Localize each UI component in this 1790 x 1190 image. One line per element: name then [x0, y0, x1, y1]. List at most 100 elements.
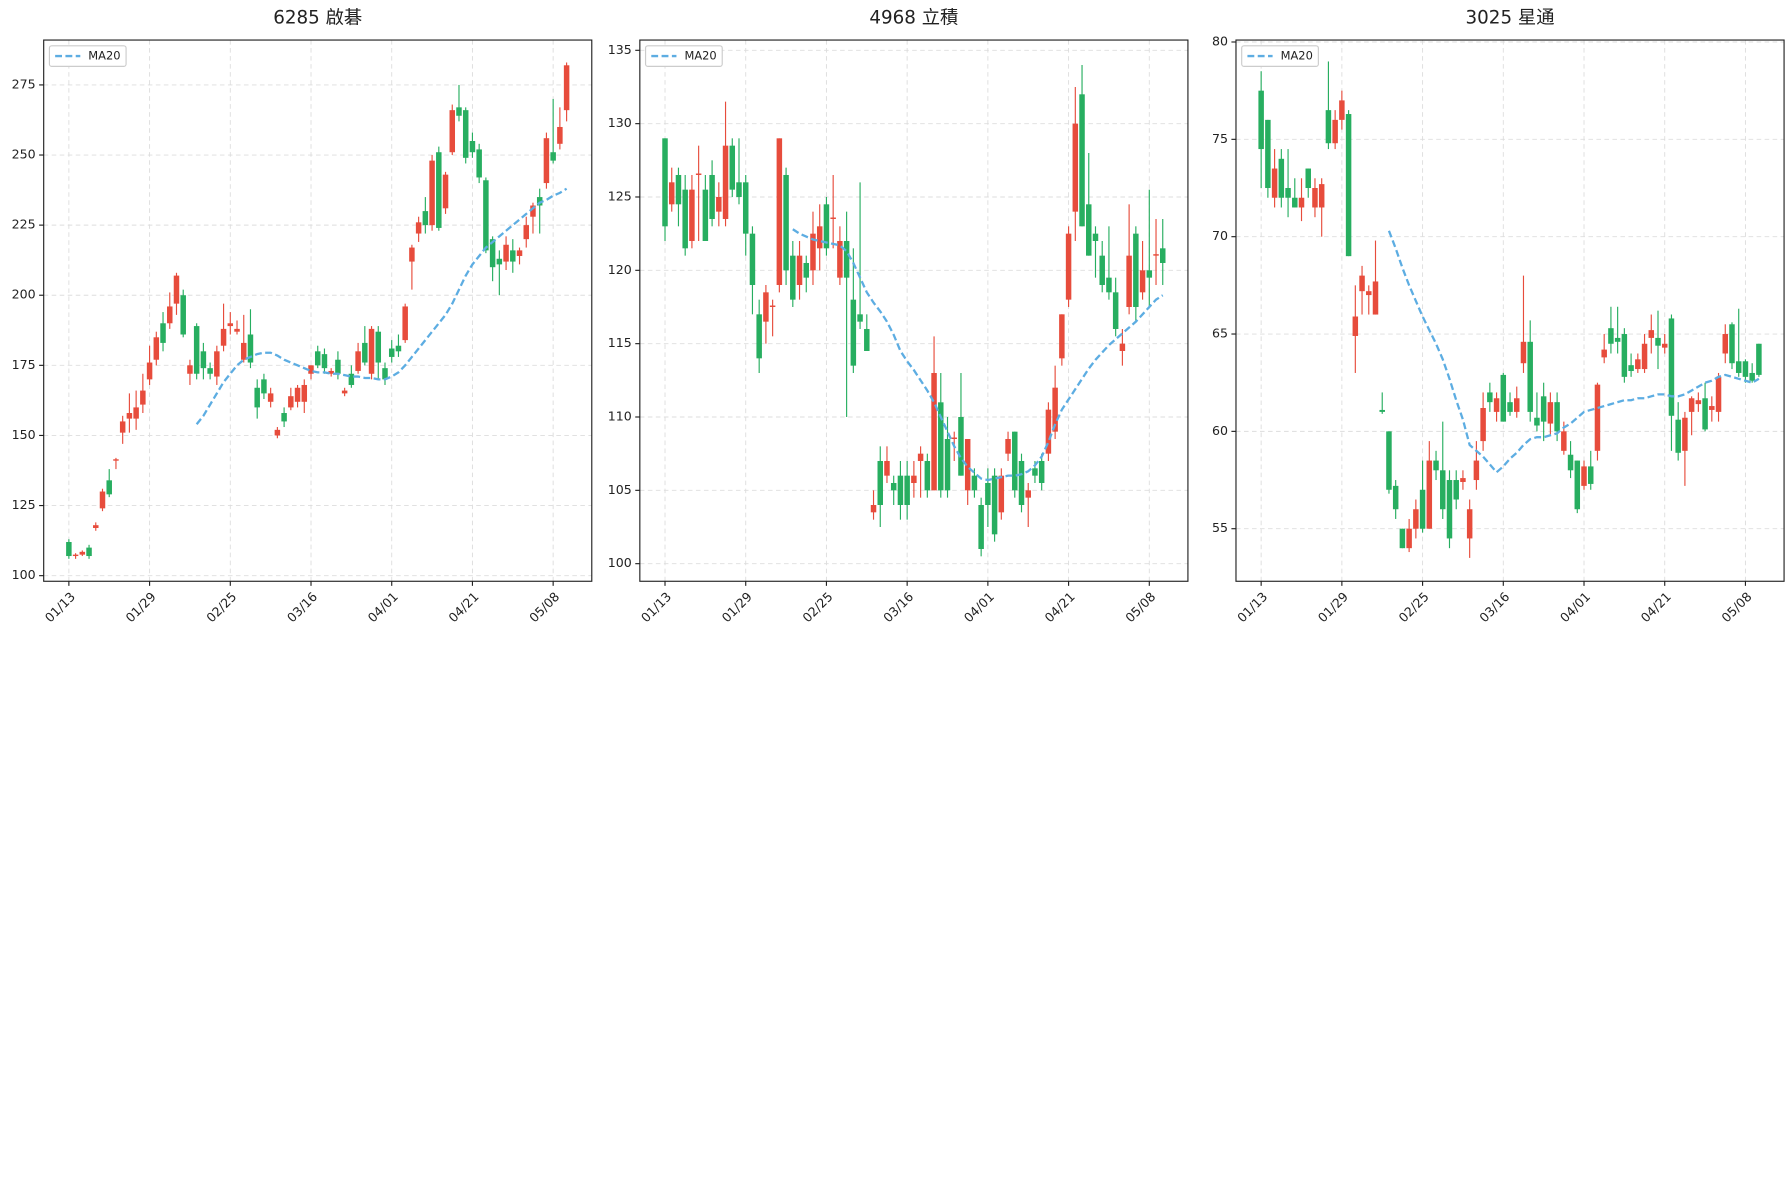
legend-box [644, 45, 723, 67]
candle-body [1493, 398, 1500, 412]
candle-body [668, 182, 675, 205]
candle-body [247, 334, 254, 363]
candle-body [1614, 337, 1621, 342]
candle-body [415, 222, 422, 234]
candle-body [348, 373, 355, 385]
y-tick-label: 75 [1212, 131, 1228, 146]
candle-body [449, 110, 456, 153]
candle-body [978, 504, 984, 550]
candle-body [776, 138, 783, 285]
candle-body [368, 328, 375, 374]
candle-body [1332, 119, 1338, 144]
candle-body [140, 390, 146, 405]
candle-body [1292, 197, 1298, 208]
candle-body [1399, 528, 1406, 549]
legend-text: MA20 [88, 49, 120, 63]
candle-body [1520, 341, 1527, 364]
candle-body [1413, 509, 1419, 529]
candle-body [126, 413, 133, 419]
candle-body [985, 482, 991, 505]
candle-body [938, 402, 944, 491]
x-tick-label: 04/01 [365, 589, 401, 625]
y-tick-label: 200 [12, 287, 36, 302]
candle-body [675, 174, 682, 205]
x-tick-label: 04/21 [1042, 589, 1078, 625]
candle-body [1446, 480, 1453, 539]
y-tick-label: 120 [608, 262, 632, 277]
y-tick-label: 60 [1212, 423, 1228, 438]
x-tick-label: 01/13 [42, 589, 78, 625]
y-tick-label: 250 [12, 147, 36, 162]
candle-body [483, 180, 489, 251]
x-tick-label: 05/08 [1122, 589, 1158, 625]
candle-body [1112, 292, 1119, 329]
candle-body [180, 295, 186, 335]
candle-body [830, 217, 836, 219]
candle-body [261, 379, 267, 394]
y-tick-label: 115 [608, 335, 632, 350]
x-tick-label: 02/25 [799, 589, 835, 625]
candle-body [1440, 470, 1446, 510]
candle-body [119, 421, 126, 433]
y-tick-label: 100 [12, 567, 36, 582]
candle-body [1540, 396, 1547, 422]
candle-body [709, 174, 715, 219]
y-tick-label: 135 [608, 42, 632, 57]
candle-body [1065, 233, 1072, 300]
candle-body [1514, 398, 1520, 412]
candle-body [864, 328, 870, 351]
candle-body [803, 262, 810, 278]
candle-body [1271, 168, 1278, 198]
candle-body [1298, 197, 1305, 208]
candle-body [308, 365, 314, 374]
candle-body [1668, 318, 1675, 416]
candle-body [662, 138, 668, 227]
candle-body [1258, 90, 1264, 150]
candle-body [1729, 324, 1735, 364]
candle-body [1682, 417, 1688, 451]
candle-body [241, 342, 247, 360]
candle-body [1379, 409, 1385, 412]
candle-body [1032, 468, 1038, 476]
candle-body [736, 182, 742, 197]
candle-body [1126, 255, 1132, 307]
candle-body [1092, 233, 1099, 241]
candle-body [402, 306, 408, 341]
candle-body [1722, 334, 1729, 354]
candle-body [1527, 341, 1533, 412]
candle-body [86, 547, 92, 557]
y-tick-label: 225 [12, 217, 36, 232]
y-tick-label: 105 [608, 482, 632, 497]
candle-body [1695, 400, 1702, 405]
candle-body [388, 348, 395, 357]
candle-body [991, 475, 998, 535]
candle-body [274, 429, 281, 436]
y-tick-label: 110 [608, 408, 632, 423]
candle-body [1621, 334, 1628, 377]
candle-body [207, 368, 213, 374]
candle-body [167, 306, 173, 324]
candle-body [1345, 114, 1352, 257]
candle-body [1715, 376, 1722, 412]
panel: 3025 星通 55 60 65 70 75 80 01/13 01/29 02/25 03/16 0… [1212, 7, 1785, 625]
ma-line [195, 187, 568, 425]
candle-body [220, 328, 227, 346]
candle-body [1139, 270, 1146, 293]
candle-body [93, 525, 99, 528]
plot-frame [1235, 39, 1785, 582]
candle-body [314, 351, 321, 366]
x-tick-label: 05/08 [1718, 589, 1754, 625]
chart-title: 4968 立積 [869, 7, 958, 28]
candle-body [1574, 460, 1581, 510]
candle-body [281, 413, 287, 422]
candle-body [543, 138, 550, 184]
x-tick-label: 01/29 [123, 589, 159, 625]
candle-body [106, 480, 112, 495]
candle-body [1119, 343, 1126, 351]
candle-body [924, 460, 931, 491]
candle-body [160, 323, 166, 343]
legend-text: MA20 [684, 49, 716, 63]
candle-body [1655, 337, 1661, 346]
x-tick-label: 01/29 [1315, 589, 1351, 625]
candle-body [254, 387, 260, 408]
